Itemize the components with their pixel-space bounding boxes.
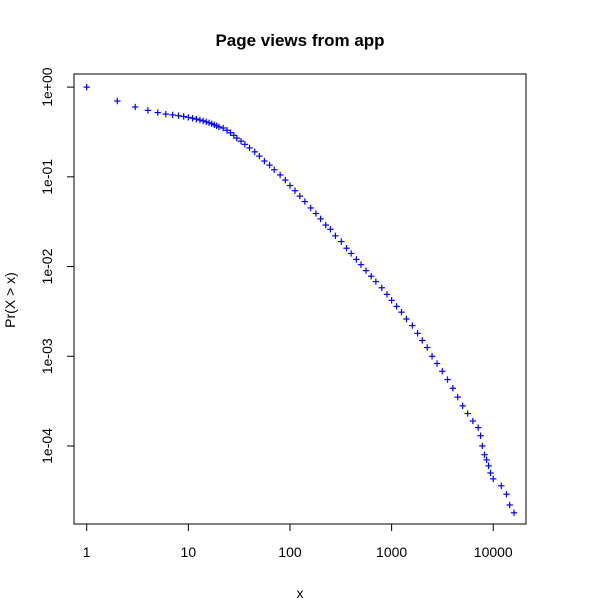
data-point bbox=[175, 112, 182, 119]
data-point bbox=[433, 360, 441, 367]
data-point bbox=[444, 376, 451, 383]
x-tick-label: 1 bbox=[83, 544, 91, 560]
data-point bbox=[282, 176, 289, 184]
data-point bbox=[498, 482, 505, 489]
y-axis-label: Pr(X > x) bbox=[2, 272, 18, 328]
data-point bbox=[185, 114, 192, 121]
data-point bbox=[230, 132, 237, 139]
y-axis: 1e+00 1e-01 1e-02 1e-03 1e-04 bbox=[39, 67, 74, 464]
x-tick-label: 1000 bbox=[376, 544, 407, 560]
data-point bbox=[477, 432, 484, 439]
data-point bbox=[203, 118, 210, 126]
data-point bbox=[368, 273, 375, 280]
data-point bbox=[83, 83, 90, 91]
data-point bbox=[307, 204, 314, 212]
data-point bbox=[459, 402, 466, 410]
data-point bbox=[481, 451, 488, 458]
data-point bbox=[189, 115, 196, 122]
y-tick-label: 1e+00 bbox=[39, 67, 55, 107]
data-point bbox=[485, 462, 492, 470]
data-point bbox=[227, 129, 234, 136]
data-point bbox=[409, 322, 416, 329]
data-point bbox=[357, 261, 365, 268]
data-point bbox=[296, 192, 304, 200]
data-point bbox=[506, 501, 513, 509]
data-point bbox=[464, 410, 471, 417]
data-point bbox=[223, 127, 231, 134]
data-point bbox=[215, 123, 223, 131]
data-point bbox=[312, 210, 320, 217]
x-tick-label: 10 bbox=[181, 544, 197, 560]
data-point bbox=[454, 393, 461, 401]
data-point bbox=[301, 198, 309, 205]
data-point bbox=[114, 97, 121, 105]
y-tick-label: 1e-03 bbox=[39, 338, 55, 374]
data-point bbox=[474, 424, 482, 431]
data-point bbox=[393, 303, 400, 310]
y-tick-label: 1e-04 bbox=[39, 428, 55, 464]
data-point bbox=[347, 250, 355, 257]
data-point bbox=[199, 117, 207, 125]
x-tick-label: 10000 bbox=[474, 544, 513, 560]
data-point bbox=[131, 103, 139, 111]
data-point bbox=[378, 284, 385, 291]
data-point bbox=[196, 116, 204, 124]
data-point bbox=[256, 152, 263, 160]
data-point bbox=[241, 141, 249, 148]
data-point bbox=[261, 157, 268, 165]
data-point bbox=[383, 291, 391, 298]
data-point bbox=[343, 245, 350, 252]
data-point bbox=[251, 148, 258, 156]
data-point bbox=[144, 107, 152, 114]
data-point bbox=[219, 124, 227, 132]
plot-frame bbox=[73, 73, 527, 525]
data-point bbox=[291, 187, 299, 194]
data-point bbox=[353, 256, 360, 263]
data-point bbox=[322, 221, 329, 229]
data-point bbox=[372, 278, 380, 285]
data-point bbox=[169, 111, 176, 119]
data-points bbox=[83, 83, 518, 516]
data-point bbox=[180, 113, 187, 120]
data-point bbox=[487, 469, 494, 477]
data-point bbox=[398, 308, 405, 316]
data-point bbox=[362, 267, 370, 274]
data-point bbox=[246, 144, 253, 152]
data-point bbox=[449, 385, 457, 392]
data-point bbox=[503, 491, 510, 498]
x-axis-label: x bbox=[297, 585, 304, 600]
y-tick-label: 1e-01 bbox=[39, 159, 55, 195]
data-point bbox=[403, 315, 410, 323]
data-point bbox=[419, 337, 426, 344]
x-axis: 1 10 100 1000 10000 bbox=[83, 524, 513, 560]
data-point bbox=[237, 137, 245, 145]
data-point bbox=[332, 232, 339, 240]
chart-title: Page views from app bbox=[215, 31, 384, 50]
data-point bbox=[338, 238, 345, 245]
data-point bbox=[317, 215, 324, 223]
data-point bbox=[266, 161, 273, 169]
data-point bbox=[327, 226, 334, 233]
data-point bbox=[414, 330, 421, 337]
data-point bbox=[428, 353, 436, 360]
data-point bbox=[510, 509, 518, 516]
data-point bbox=[483, 456, 490, 464]
data-point bbox=[424, 344, 431, 351]
data-point bbox=[193, 115, 200, 123]
data-point bbox=[162, 110, 169, 118]
data-point bbox=[439, 368, 446, 375]
data-point bbox=[469, 417, 477, 425]
y-tick-label: 1e-02 bbox=[39, 248, 55, 284]
data-point bbox=[286, 182, 294, 189]
data-point bbox=[271, 166, 278, 173]
data-point bbox=[276, 171, 284, 179]
data-point bbox=[388, 297, 395, 304]
data-point bbox=[490, 475, 497, 483]
data-point bbox=[154, 109, 161, 116]
data-point bbox=[479, 442, 486, 450]
data-point bbox=[233, 134, 241, 142]
x-tick-label: 100 bbox=[278, 544, 302, 560]
